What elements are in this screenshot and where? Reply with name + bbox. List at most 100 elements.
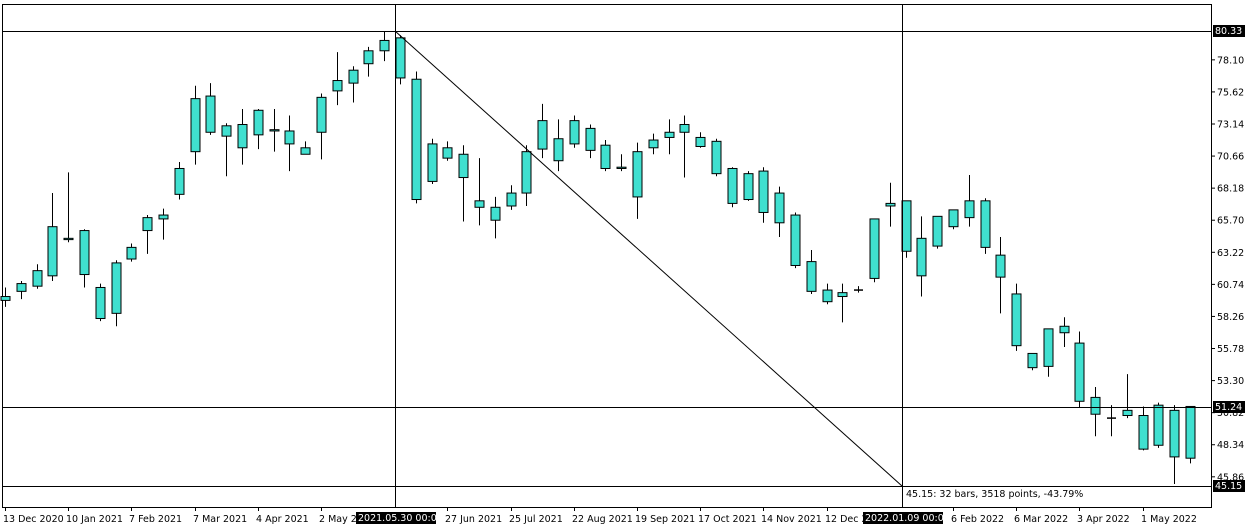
candle bbox=[16, 281, 27, 300]
candle-body bbox=[758, 170, 769, 213]
candle-body bbox=[32, 270, 43, 287]
candle-body bbox=[379, 39, 390, 52]
candle bbox=[664, 119, 675, 155]
x-tick-label: 14 Nov 2021 bbox=[761, 514, 822, 525]
x-tick-label: 7 Mar 2021 bbox=[193, 514, 247, 525]
candle-body bbox=[1059, 325, 1070, 334]
chart-frame bbox=[2, 4, 1212, 508]
candle bbox=[1185, 405, 1196, 464]
x-tick-label: 6 Mar 2022 bbox=[1014, 514, 1068, 525]
candle bbox=[1027, 352, 1038, 371]
y-tick-label: 55.78 bbox=[1217, 344, 1244, 355]
price-label-mid: 51.24 bbox=[1213, 401, 1245, 413]
x-tick-label: 19 Sep 2021 bbox=[635, 514, 695, 525]
time-label-right-text: 2022.01.09 00:00 bbox=[865, 513, 950, 524]
candle bbox=[854, 286, 863, 293]
price-label-low-text: 45.15 bbox=[1215, 481, 1242, 492]
candle bbox=[142, 215, 153, 254]
candle-body bbox=[1138, 415, 1149, 450]
candle bbox=[695, 132, 706, 148]
y-tick-label: 70.66 bbox=[1217, 152, 1244, 163]
crosshair-lines bbox=[2, 4, 1212, 508]
candle bbox=[32, 264, 43, 289]
x-tick-label: 2 May 2021 bbox=[319, 514, 375, 525]
candle bbox=[442, 141, 453, 161]
candle bbox=[932, 215, 943, 249]
candle bbox=[569, 115, 580, 148]
candle bbox=[632, 142, 643, 219]
x-tick-label: 10 Jan 2021 bbox=[66, 514, 123, 525]
candle-body bbox=[632, 151, 643, 198]
candle-body bbox=[1074, 342, 1085, 402]
y-tick-label: 78.10 bbox=[1217, 55, 1244, 66]
candle bbox=[1043, 328, 1054, 377]
candle-body bbox=[237, 124, 248, 149]
candle-body bbox=[727, 167, 738, 204]
candle-body bbox=[300, 147, 311, 155]
price-label-high: 80.33 bbox=[1213, 25, 1245, 37]
candle bbox=[711, 138, 722, 177]
candle-body bbox=[63, 237, 74, 241]
candle-body bbox=[664, 131, 675, 138]
y-tick-label: 48.34 bbox=[1217, 440, 1244, 451]
candle-body bbox=[0, 296, 11, 301]
candle bbox=[727, 167, 738, 208]
candle bbox=[1169, 405, 1180, 485]
candle bbox=[95, 283, 106, 322]
candle-body bbox=[1169, 409, 1180, 458]
candle-body bbox=[284, 130, 295, 145]
y-tick-label: 73.14 bbox=[1217, 119, 1244, 130]
candle-body bbox=[521, 151, 532, 194]
candle bbox=[111, 260, 122, 327]
candle bbox=[63, 172, 74, 243]
candle-body bbox=[537, 120, 548, 150]
candle-body bbox=[995, 254, 1006, 278]
y-tick-label: 45.86 bbox=[1217, 472, 1244, 483]
candle bbox=[506, 185, 517, 210]
candle bbox=[490, 196, 501, 239]
x-tick-label: 13 Dec 2020 bbox=[3, 514, 64, 525]
candle bbox=[79, 229, 90, 288]
candle-body bbox=[1043, 328, 1054, 367]
x-tick-label: 7 Feb 2021 bbox=[129, 514, 182, 525]
candle bbox=[995, 237, 1006, 314]
candle bbox=[822, 283, 833, 305]
candle-body bbox=[474, 200, 485, 208]
price-label-high-text: 80.33 bbox=[1215, 26, 1242, 37]
candle-body bbox=[190, 98, 201, 153]
candle bbox=[553, 119, 564, 172]
candle-body bbox=[553, 138, 564, 162]
price-label-low: 45.15 bbox=[1213, 480, 1245, 492]
candle bbox=[458, 145, 469, 222]
candle-body bbox=[442, 147, 453, 159]
x-tick-label: 25 Jul 2021 bbox=[509, 514, 563, 525]
candle bbox=[126, 243, 137, 262]
price-label-mid-text: 51.24 bbox=[1215, 402, 1242, 413]
candle bbox=[869, 218, 880, 283]
candle-body bbox=[948, 209, 959, 228]
candle bbox=[363, 46, 374, 77]
candle-body bbox=[1185, 405, 1196, 459]
candle-body bbox=[47, 226, 58, 277]
x-tick-label: 27 Jun 2021 bbox=[445, 514, 502, 525]
candle-body bbox=[458, 153, 469, 179]
candle bbox=[964, 174, 975, 227]
candle bbox=[774, 186, 785, 238]
y-tick-label: 65.70 bbox=[1217, 216, 1244, 227]
y-axis: 78.10 75.62 73.14 70.66 68.18 65.70 63.22 60.74… bbox=[1212, 55, 1244, 483]
candle bbox=[1107, 405, 1116, 437]
candle-body bbox=[332, 80, 343, 92]
candles-layer bbox=[0, 31, 1196, 485]
candle-body bbox=[790, 214, 801, 266]
candle-body bbox=[869, 218, 880, 279]
x-tick-label: 4 Apr 2021 bbox=[256, 514, 309, 525]
candle-body bbox=[205, 95, 216, 133]
time-label-right: 2022.01.09 00:00 bbox=[863, 512, 950, 524]
candle bbox=[806, 249, 817, 294]
candle-body bbox=[174, 167, 185, 195]
candle-body bbox=[901, 200, 912, 252]
candle bbox=[221, 123, 232, 177]
candle-body bbox=[695, 136, 706, 147]
candle bbox=[0, 287, 11, 307]
